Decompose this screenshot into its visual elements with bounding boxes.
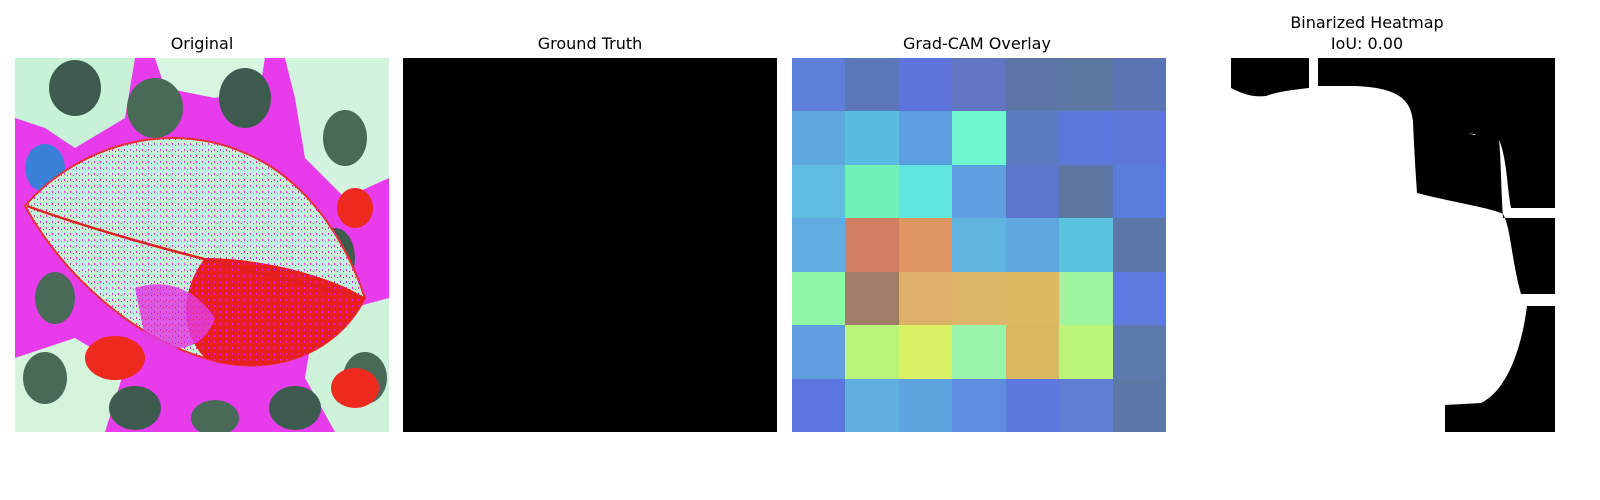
gradcam-cell-6-4 [1006, 379, 1059, 432]
gradcam-cell-1-2 [899, 111, 952, 165]
gradcam-cell-3-2 [899, 218, 952, 272]
gradcam-cell-3-1 [845, 218, 899, 272]
gradcam-cell-0-0 [792, 58, 845, 111]
gradcam-cell-5-5 [1059, 325, 1113, 379]
gradcam-cell-4-6 [1113, 272, 1166, 325]
gradcam-cell-2-5 [1059, 165, 1113, 218]
ground-truth-mask [403, 58, 777, 432]
gradcam-cell-5-1 [845, 325, 899, 379]
gradcam-cell-3-0 [792, 218, 845, 272]
gradcam-cell-6-0 [792, 379, 845, 432]
gradcam-overlay-title: Grad-CAM Overlay [903, 34, 1051, 53]
gradcam-cell-1-5 [1059, 111, 1113, 165]
gradcam-cell-3-5 [1059, 218, 1113, 272]
gradcam-cell-2-2 [899, 165, 952, 218]
gradcam-cell-3-3 [952, 218, 1006, 272]
gradcam-cell-1-0 [792, 111, 845, 165]
gradcam-cell-1-6 [1113, 111, 1166, 165]
gradcam-cell-2-0 [792, 165, 845, 218]
gradcam-cell-6-5 [1059, 379, 1113, 432]
gradcam-cell-5-6 [1113, 325, 1166, 379]
gradcam-cell-2-4 [1006, 165, 1059, 218]
binarized-heatmap-mask [1181, 58, 1555, 432]
gradcam-cell-2-3 [952, 165, 1006, 218]
gradcam-cell-3-4 [1006, 218, 1059, 272]
gradcam-cell-0-4 [1006, 58, 1059, 111]
gradcam-cell-0-1 [845, 58, 899, 111]
gradcam-cell-4-0 [792, 272, 845, 325]
gradcam-cell-6-1 [845, 379, 899, 432]
gradcam-cell-6-3 [952, 379, 1006, 432]
gradcam-cell-4-3 [952, 272, 1006, 325]
binarized-heatmap-title: Binarized Heatmap IoU: 0.00 [1177, 12, 1557, 54]
gradcam-cell-6-2 [899, 379, 952, 432]
gradcam-cell-5-4 [1006, 325, 1059, 379]
binarized-heatmap-title-text: Binarized Heatmap [1290, 13, 1444, 32]
gradcam-cell-5-3 [952, 325, 1006, 379]
gradcam-cell-4-5 [1059, 272, 1113, 325]
gradcam-cell-4-4 [1006, 272, 1059, 325]
gradcam-cell-0-2 [899, 58, 952, 111]
original-title: Original [170, 34, 234, 53]
gradcam-cell-1-3 [952, 111, 1006, 165]
gradcam-cell-4-2 [899, 272, 952, 325]
gradcam-cell-0-6 [1113, 58, 1166, 111]
gradcam-cell-3-6 [1113, 218, 1166, 272]
gradcam-cell-1-1 [845, 111, 899, 165]
gradcam-cell-4-1 [845, 272, 899, 325]
gradcam-cell-5-2 [899, 325, 952, 379]
gradcam-cell-2-6 [1113, 165, 1166, 218]
gradcam-overlay-heatmap [792, 58, 1166, 432]
gradcam-cell-0-5 [1059, 58, 1113, 111]
gradcam-cell-6-6 [1113, 379, 1166, 432]
original-leaf-image [15, 58, 389, 432]
gradcam-cell-5-0 [792, 325, 845, 379]
ground-truth-title: Ground Truth [537, 34, 643, 53]
iou-label: IoU: 0.00 [1330, 34, 1404, 53]
gradcam-cell-2-1 [845, 165, 899, 218]
gradcam-cell-0-3 [952, 58, 1006, 111]
gradcam-cell-1-4 [1006, 111, 1059, 165]
